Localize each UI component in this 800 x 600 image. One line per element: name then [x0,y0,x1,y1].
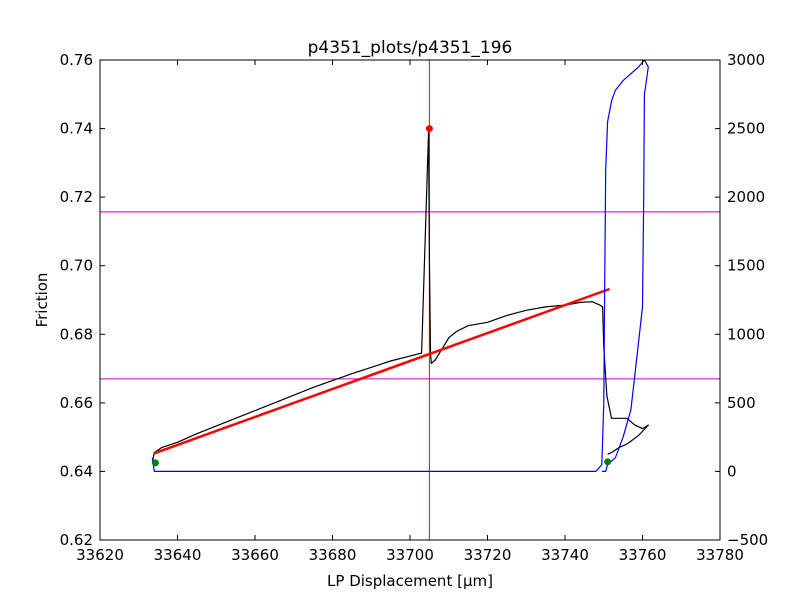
y-tick-label-4: 0.70 [60,257,93,275]
marker-2 [604,458,612,466]
x-tick-label-6: 33740 [541,546,589,564]
y-tick-label-7: 0.76 [60,51,93,69]
x-axis: 33620 33640 33660 33680 33700 33720 33740 33760… [76,60,744,564]
plot-content [100,59,720,540]
y-tick-label-0: 0.62 [60,531,93,549]
y-tick-label-1: 0.64 [60,462,93,480]
x-tick-label-8: 33780 [696,546,744,564]
x-tick-label-3: 33680 [309,546,357,564]
y2-tick-label-7: 3000 [727,51,765,69]
marker-1 [151,459,159,467]
y-tick-label-5: 0.72 [60,188,93,206]
series-line-1 [153,287,611,455]
y2-tick-label-5: 2000 [727,188,765,206]
y-axis-left: 0.62 0.64 0.66 0.68 0.70 0.72 0.74 0.76 [60,51,105,549]
x-tick-label-1: 33640 [154,546,202,564]
y-tick-label-6: 0.74 [60,120,93,138]
y2-tick-label-2: 500 [727,394,756,412]
y-axis-label: Friction [33,273,51,328]
y2-tick-label-1: 0 [727,462,737,480]
plot-frame [99,59,721,541]
chart-title: p4351_plots/p4351_196 [308,38,513,58]
x-tick-label-4: 33700 [386,546,434,564]
marker-0 [425,125,433,133]
y2-tick-label-0: −500 [727,531,768,549]
y-axis-right: −500 0 500 1000 1500 2000 2500 3000 [715,51,768,549]
y2-tick-label-6: 2500 [727,120,765,138]
x-axis-label: LP Displacement [μm] [327,572,493,590]
series-line-2 [151,59,649,472]
y2-tick-label-3: 1000 [727,325,765,343]
x-tick-label-2: 33660 [231,546,279,564]
x-tick-label-5: 33720 [464,546,512,564]
x-tick-label-0: 33620 [76,546,124,564]
y2-tick-label-4: 1500 [727,257,765,275]
x-tick-label-7: 33760 [619,546,667,564]
y-tick-label-2: 0.66 [60,394,93,412]
y-tick-label-3: 0.68 [60,325,93,343]
series-line-0 [151,129,649,464]
